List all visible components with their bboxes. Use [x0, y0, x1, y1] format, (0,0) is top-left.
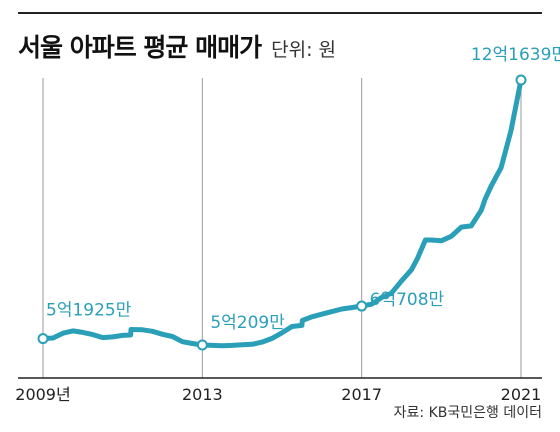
x-tick-label-1: 2013: [182, 385, 223, 404]
data-point-3: [515, 74, 527, 86]
top-rule: [18, 12, 542, 14]
data-label-2: 6억708만: [370, 290, 445, 310]
data-point-2: [356, 300, 368, 312]
data-label-1: 5억209만: [210, 313, 285, 333]
x-tick-label-2: 2017: [341, 385, 382, 404]
x-tick-label-0: 2009년: [15, 385, 70, 404]
data-point-1: [196, 339, 208, 351]
source-note: 자료: KB국민은행 데이터: [393, 405, 542, 421]
title-row: 서울 아파트 평균 매매가 단위: 원: [18, 28, 336, 64]
data-label-3: 12억1639만: [471, 45, 560, 65]
chart-title: 서울 아파트 평균 매매가: [18, 33, 262, 62]
x-tick-label-3: 2021: [501, 385, 542, 404]
data-label-0: 5억1925만: [46, 301, 132, 321]
series-line: [40, 77, 524, 349]
data-point-0: [37, 333, 49, 345]
unit-label: 단위: 원: [271, 39, 337, 61]
